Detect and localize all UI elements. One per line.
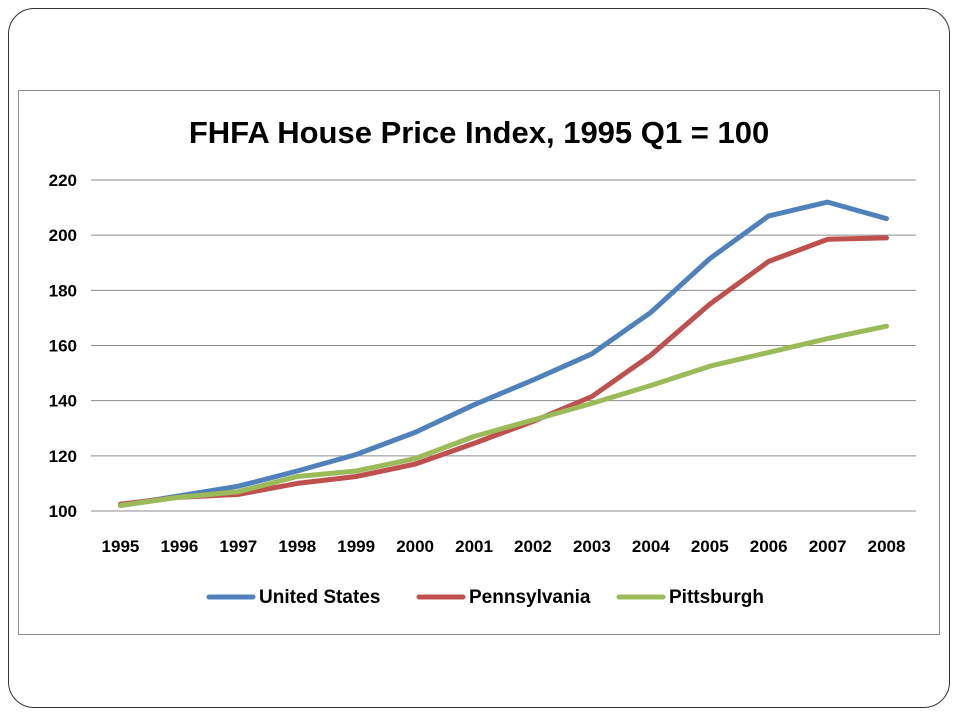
x-tick-label: 2004 [632, 537, 670, 556]
y-tick-label: 200 [49, 226, 77, 245]
legend: United States Pennsylvania Pittsburgh [206, 587, 764, 608]
y-tick-label: 140 [49, 392, 77, 411]
series-line-pennsylvania [118, 235, 889, 507]
x-tick-label: 1997 [219, 537, 257, 556]
x-tick-label: 1998 [278, 537, 316, 556]
x-tick-label: 2001 [455, 537, 493, 556]
series-lines [118, 199, 889, 508]
series-line-united-states [118, 199, 889, 508]
chart-title: FHFA House Price Index, 1995 Q1 = 100 [189, 115, 769, 150]
y-tick-label: 100 [49, 502, 77, 521]
gridlines [91, 179, 916, 512]
x-tick-label: 2000 [396, 537, 434, 556]
line-chart: FHFA House Price Index, 1995 Q1 = 100 10… [49, 115, 916, 608]
x-axis-ticks: 1995 1996 1997 1998 1999 2000 2001 2002 2003 2004… [102, 537, 906, 556]
y-tick-label: 220 [49, 171, 77, 190]
legend-item-pennsylvania: Pennsylvania [416, 587, 591, 608]
y-tick-label: 180 [49, 281, 77, 300]
x-tick-label: 2007 [809, 537, 847, 556]
legend-label: United States [259, 587, 380, 608]
x-tick-label: 1995 [102, 537, 140, 556]
x-tick-label: 1996 [160, 537, 198, 556]
x-tick-label: 2005 [691, 537, 729, 556]
legend-label: Pennsylvania [469, 587, 591, 608]
y-axis-ticks: 100 120 140 160 180 200 220 [49, 171, 77, 521]
y-tick-label: 160 [49, 337, 77, 356]
x-tick-label: 2003 [573, 537, 611, 556]
x-tick-label: 2006 [750, 537, 788, 556]
legend-item-united-states: United States [206, 587, 380, 608]
series-line-pittsburgh [118, 323, 889, 508]
legend-item-pittsburgh: Pittsburgh [616, 587, 764, 608]
chart-area: FHFA House Price Index, 1995 Q1 = 100 10… [18, 90, 940, 635]
x-tick-label: 2008 [868, 537, 906, 556]
x-tick-label: 2002 [514, 537, 552, 556]
legend-label: Pittsburgh [669, 587, 764, 608]
x-tick-label: 1999 [337, 537, 375, 556]
y-tick-label: 120 [49, 447, 77, 466]
